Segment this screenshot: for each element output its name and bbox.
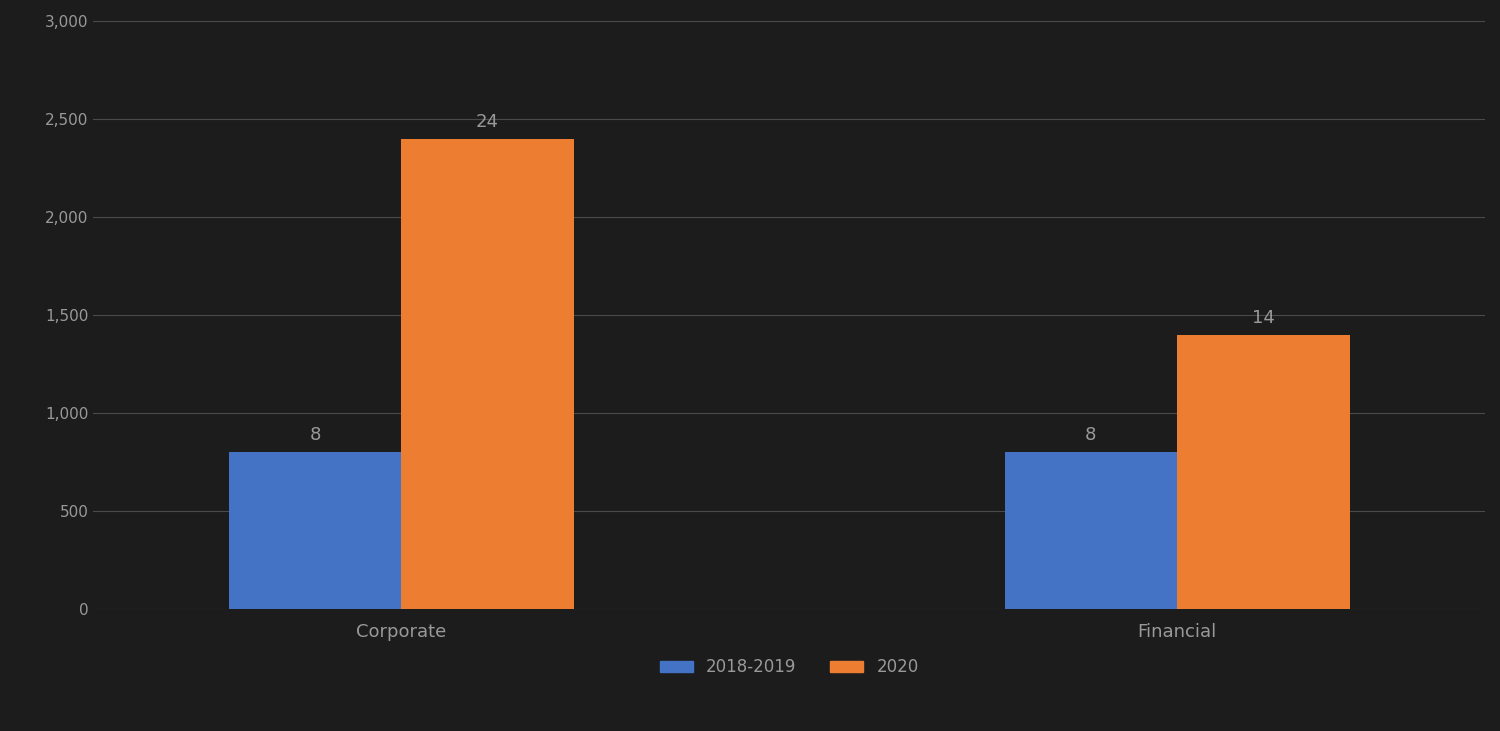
Legend: 2018-2019, 2020: 2018-2019, 2020 xyxy=(652,651,926,683)
Text: 8: 8 xyxy=(309,426,321,444)
Bar xyxy=(400,139,573,609)
Text: 24: 24 xyxy=(476,113,500,131)
Text: 8: 8 xyxy=(1084,426,1096,444)
Bar xyxy=(1005,452,1178,609)
Text: 14: 14 xyxy=(1252,308,1275,327)
Bar xyxy=(230,452,400,609)
Bar xyxy=(1178,335,1350,609)
